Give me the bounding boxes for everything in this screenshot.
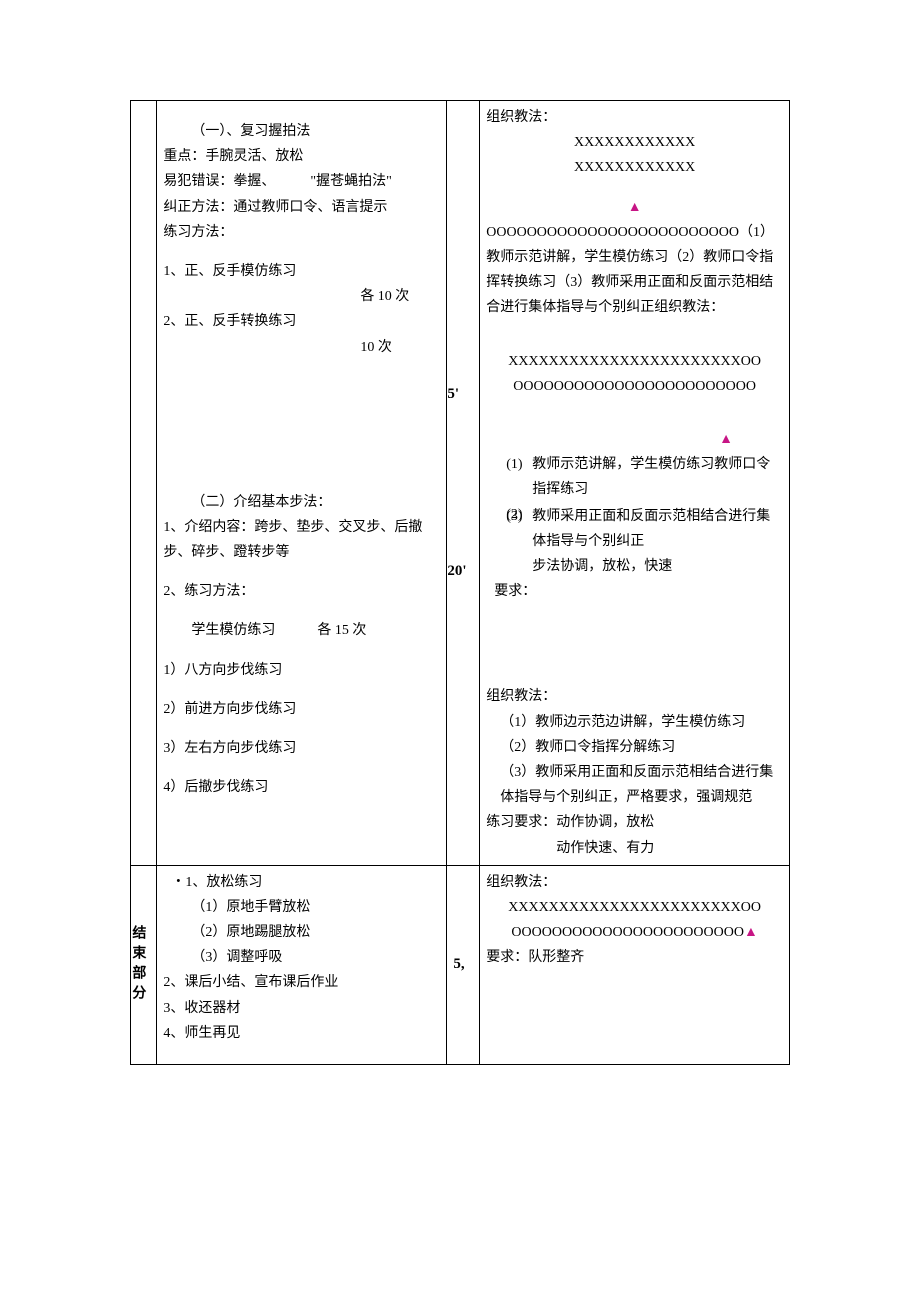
relax-practice: ・1、放松练习 [163,870,440,895]
x-formation-1a: XXXXXXXXXXXX [486,130,783,155]
x-formation-2: XXXXXXXXXXXXXXXXXXXXXXXOOOOOOOOOOOOOOOOO… [486,349,783,399]
relax-3: （3）调整呼吸 [163,945,440,970]
section2-title: （二）介绍基本步法： [163,490,440,515]
key-point: 重点：手腕灵活、放松 [163,144,440,169]
org3-2: （2）教师口令指挥分解练习 [486,735,783,760]
s2-intro: 1、介绍内容：跨步、垫步、交叉步、后撤步、碎步、蹬转步等 [163,515,440,565]
ending-org: 组织教法： [486,870,783,895]
s2-p3: 3）左右方向步伐练习 [163,736,440,761]
relax-1: （1）原地手臂放松 [163,895,440,920]
goodbye: 4、师生再见 [163,1021,440,1046]
section1-title: （一）、复习握拍法 [163,119,440,144]
x-formation-1b: XXXXXXXXXXXX [486,155,783,180]
ending-req: 要求：队形整齐 [486,945,783,970]
o-formation-1: OOOOOOOOOOOOOOOOOOOOOOOOO [486,225,739,240]
teacher-marker-1: ▲ [486,195,783,220]
time-5: 5' [447,381,459,408]
org-method-3: 组织教法： [486,684,783,709]
time-20: 20' [447,558,466,585]
s2-imitate: 学生模仿练习 各 15 次 [163,618,440,643]
relax-2: （2）原地踢腿放松 [163,920,440,945]
s2-p2: 2）前进方向步伐练习 [163,697,440,722]
method-label: 练习方法： [163,220,440,245]
teach-1: 教师示范讲解，学生模仿练习教师口令指挥练习 [532,452,779,502]
row1-right-content: 组织教法： XXXXXXXXXXXX XXXXXXXXXXXX ▲ OOOOOO… [480,101,790,866]
method-1-count: 各 10 次 [360,284,440,309]
ending-label: 结束部分 [131,865,157,1064]
ending-right: 组织教法： XXXXXXXXXXXXXXXXXXXXXXXOOOOOOOOOOO… [480,865,790,1064]
practice-req: 练习要求：动作协调，放松 [486,810,783,835]
row1-left-content: （一）、复习握拍法 重点：手腕灵活、放松 易犯错误：拳握、 "握苍蝇拍法" 纠正… [157,101,447,866]
s2-method: 2、练习方法： [163,579,440,604]
ending-row: 结束部分 ・1、放松练习 （1）原地手臂放松 （2）原地踢腿放松 （3）调整呼吸… [131,865,790,1064]
org-method-1: 组织教法： [486,105,783,130]
ending-time: 5, [447,865,480,1064]
summary: 2、课后小结、宣布课后作业 [163,970,440,995]
s2-p4: 4）后撤步伐练习 [163,775,440,800]
row1-label [131,101,157,866]
org3-1: （1）教师边示范边讲解，学生模仿练习 [486,710,783,735]
item-num-1: (1) [506,452,532,477]
ending-left: ・1、放松练习 （1）原地手臂放松 （2）原地踢腿放松 （3）调整呼吸 2、课后… [157,865,447,1064]
teach-extra: 步法协调，放松，快速 [532,554,779,579]
method-1: 1、正、反手模仿练习 [163,259,440,284]
common-error: 易犯错误：拳握、 "握苍蝇拍法" [163,169,440,194]
main-content-row: （一）、复习握拍法 重点：手腕灵活、放松 易犯错误：拳握、 "握苍蝇拍法" 纠正… [131,101,790,866]
lesson-plan-table: （一）、复习握拍法 重点：手腕灵活、放松 易犯错误：拳握、 "握苍蝇拍法" 纠正… [130,100,790,1065]
teacher-marker-3: ▲ [744,925,758,940]
return-equip: 3、收还器材 [163,996,440,1021]
method-2-count: 10 次 [360,335,440,360]
teach-3: 教师采用正面和反面示范相结合进行集体指导与个别纠正 [532,504,779,554]
teacher-marker-2: ▲ [486,427,783,452]
s2-p1: 1）八方向步伐练习 [163,658,440,683]
row1-time: 5' 20' [447,101,480,866]
method-2: 2、正、反手转换练习 [163,309,440,334]
practice-req2: 动作快速、有力 [486,836,783,861]
requirement-label: 要求： [486,579,783,604]
correction: 纠正方法：通过教师口令、语言提示 [163,195,440,220]
ending-formation: XXXXXXXXXXXXXXXXXXXXXXXOOOOOOOOOOOOOOOOO… [508,900,761,940]
org3-3: （3）教师采用正面和反面示范相结合进行集体指导与个别纠正，严格要求，强调规范 [486,760,783,810]
item-num-3: (3) [506,504,532,529]
